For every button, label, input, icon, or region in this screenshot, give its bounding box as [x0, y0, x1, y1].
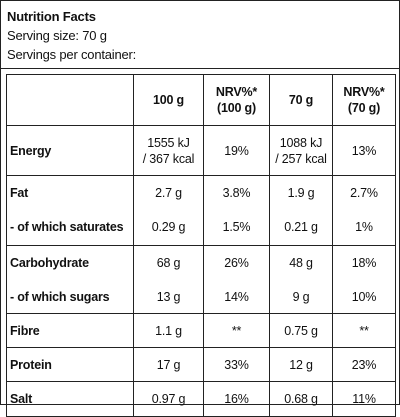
table-header-row: 100 g NRV%* (100 g) 70 g NRV%* (70 g) [6, 74, 396, 126]
fibre-per-70g: 0.75 g [269, 313, 333, 348]
table-row-saturates: - of which saturates 0.29 g 1.5% 0.21 g … [6, 209, 396, 246]
per-70g-column-header: 70 g [269, 74, 333, 126]
sugars-per-100g: 13 g [133, 280, 204, 314]
saturates-per-100g: 0.29 g [133, 209, 204, 246]
energy-per-70g: 1088 kJ / 257 kcal [269, 125, 333, 176]
sugars-nrv-100g: 14% [203, 280, 270, 314]
nutrient-column-header [6, 74, 134, 126]
saturates-label: - of which saturates [6, 209, 134, 246]
nutrition-title: Nutrition Facts [7, 9, 96, 24]
sugars-label: - of which sugars [6, 280, 134, 314]
energy-nrv-70g: 13% [332, 125, 396, 176]
nrv-100g-header-line1: NRV%* [215, 85, 258, 99]
saturates-nrv-100g: 1.5% [203, 209, 270, 246]
energy-per-100g-kj: 1555 kJ [147, 135, 190, 150]
nutrition-header: Nutrition Facts Serving size: 70 g Servi… [7, 7, 136, 64]
serving-size: Serving size: 70 g [7, 28, 107, 43]
protein-nrv-70g: 23% [332, 347, 396, 382]
fat-nrv-70g: 2.7% [332, 175, 396, 210]
sugars-per-70g: 9 g [269, 280, 333, 314]
salt-per-100g: 0.97 g [133, 381, 204, 417]
energy-per-70g-kcal: / 257 kcal [275, 151, 327, 166]
energy-per-100g: 1555 kJ / 367 kcal [133, 125, 204, 176]
header-divider [1, 68, 399, 69]
saturates-nrv-70g: 1% [332, 209, 396, 246]
fat-per-70g: 1.9 g [269, 175, 333, 210]
table-row-salt: Salt 0.97 g 16% 0.68 g 11% [6, 381, 396, 417]
sugars-nrv-70g: 10% [332, 280, 396, 314]
protein-per-70g: 12 g [269, 347, 333, 382]
salt-nrv-100g: 16% [203, 381, 270, 417]
per-100g-column-header: 100 g [133, 74, 204, 126]
table-row-protein: Protein 17 g 33% 12 g 23% [6, 347, 396, 382]
carbohydrate-per-100g: 68 g [133, 245, 204, 281]
nutrition-table: 100 g NRV%* (100 g) 70 g NRV%* (70 g) En… [6, 74, 396, 417]
fat-nrv-100g: 3.8% [203, 175, 270, 210]
table-row-sugars: - of which sugars 13 g 14% 9 g 10% [6, 280, 396, 314]
nrv-70g-column-header: NRV%* (70 g) [332, 74, 396, 126]
servings-per-container: Servings per container: [7, 47, 137, 62]
protein-label: Protein [6, 347, 134, 382]
saturates-per-70g: 0.21 g [269, 209, 333, 246]
salt-label: Salt [6, 381, 134, 417]
carbohydrate-nrv-100g: 26% [203, 245, 270, 281]
nrv-100g-column-header: NRV%* (100 g) [203, 74, 270, 126]
fibre-per-100g: 1.1 g [133, 313, 204, 348]
energy-per-100g-kcal: / 367 kcal [142, 151, 195, 166]
energy-per-70g-kj: 1088 kJ [279, 135, 323, 150]
carbohydrate-label: Carbohydrate [6, 245, 134, 281]
protein-nrv-100g: 33% [203, 347, 270, 382]
fibre-label: Fibre [6, 313, 134, 348]
fat-per-100g: 2.7 g [133, 175, 204, 210]
table-row-energy: Energy 1555 kJ / 367 kcal 19% 1088 kJ / … [6, 125, 396, 176]
table-row-fat: Fat 2.7 g 3.8% 1.9 g 2.7% [6, 175, 396, 210]
fat-label: Fat [6, 175, 134, 210]
fibre-nrv-70g: ** [332, 313, 396, 348]
table-row-carbohydrate: Carbohydrate 68 g 26% 48 g 18% [6, 245, 396, 281]
nrv-70g-header-line1: NRV%* [343, 85, 385, 99]
fibre-nrv-100g: ** [203, 313, 270, 348]
nrv-70g-header-line2: (70 g) [347, 101, 381, 115]
carbohydrate-per-70g: 48 g [269, 245, 333, 281]
salt-nrv-70g: 11% [332, 381, 396, 417]
carbohydrate-nrv-70g: 18% [332, 245, 396, 281]
energy-nrv-100g: 19% [203, 125, 270, 176]
nrv-100g-header-line2: (100 g) [217, 101, 256, 115]
table-row-fibre: Fibre 1.1 g ** 0.75 g ** [6, 313, 396, 348]
salt-per-70g: 0.68 g [269, 381, 333, 417]
energy-label: Energy [6, 125, 134, 176]
protein-per-100g: 17 g [133, 347, 204, 382]
